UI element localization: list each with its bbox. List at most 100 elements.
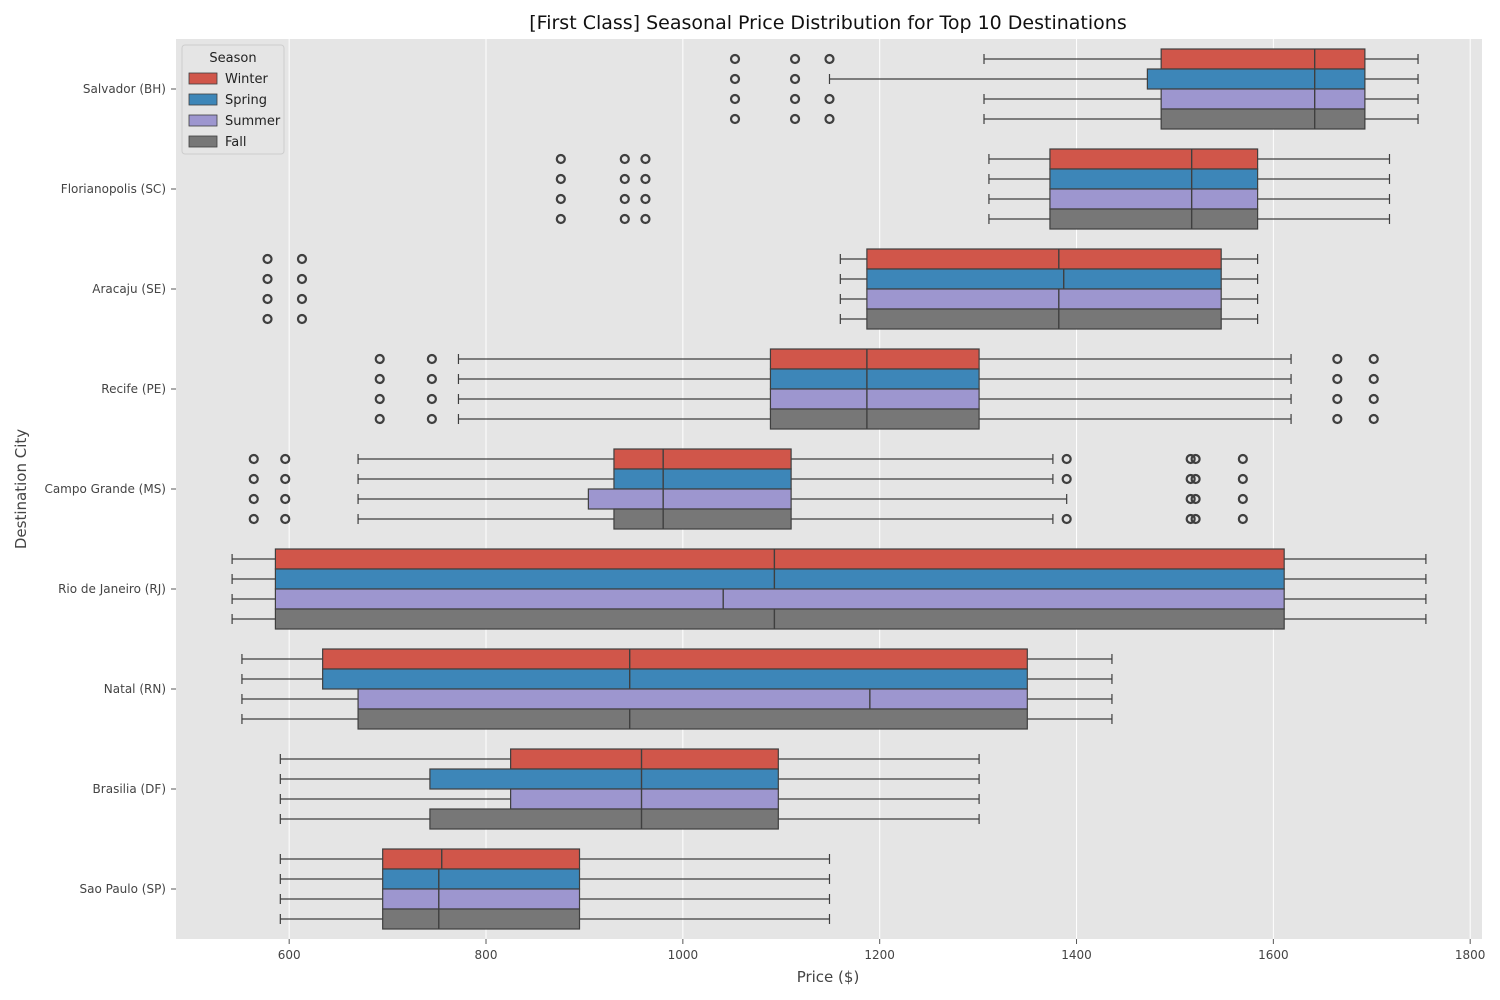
outlier-point [789,53,801,65]
box-iqr [1049,168,1259,190]
box-fall [231,608,1427,630]
outlier-point [824,93,835,105]
outlier-point [789,73,801,85]
outlier-point [824,53,835,65]
box-iqr [769,408,980,430]
outlier-point [1237,493,1248,505]
y-tick-label: Rio de Janeiro (RJ) [58,582,166,596]
legend-label-spring: Spring [225,93,267,108]
box-iqr [274,548,1285,570]
outlier-point [619,173,630,185]
outlier-point [426,353,437,365]
box-iqr [429,808,779,830]
box-fall [279,908,831,930]
outlier-point [280,453,291,465]
box-iqr [382,868,581,890]
outlier-point [296,293,308,305]
box-fall [279,808,980,830]
outlier-point [1237,473,1248,485]
x-tick-label: 800 [475,948,498,962]
box-summer [241,688,1113,710]
outlier-point [248,473,259,485]
box-iqr [1146,68,1366,90]
box-iqr [1160,88,1366,110]
outlier-point [262,293,273,305]
box-iqr [322,648,1028,670]
outlier-point [248,453,259,465]
box-iqr [274,588,1285,610]
outlier-point [1190,473,1201,485]
box-iqr [274,608,1285,630]
box-spring [279,768,980,790]
outlier-point [1185,493,1196,505]
outlier-point [1190,513,1201,525]
outlier-point [1190,453,1201,465]
box-iqr [613,468,792,490]
outlier-point [640,173,651,185]
outlier-point [426,393,437,405]
legend-swatch-winter [188,72,218,85]
outlier-point [1185,453,1196,465]
x-tick-label: 600 [278,948,301,962]
legend-title: Season [209,51,256,66]
outlier-point [640,193,651,205]
outlier-point [1332,393,1343,405]
box-winter [231,548,1427,570]
box-winter [241,648,1113,670]
box-iqr [322,668,1028,690]
box-fall [262,308,1259,330]
outlier-point [1332,353,1343,365]
outlier-point [280,493,291,505]
legend-box [181,44,285,155]
box-iqr [1049,188,1259,210]
x-tick-label: 1800 [1455,948,1486,962]
outlier-point [1237,453,1248,465]
y-axis-label: Destination City [12,429,30,549]
outlier-point [729,53,741,65]
outlier-point [374,353,385,365]
outlier-point [1332,373,1343,385]
outlier-point [296,253,308,265]
y-tick-label: Natal (RN) [104,682,166,696]
x-axis-ticks: 600 800 1000 1200 1400 1600 1800 [278,939,1486,962]
box-fall [248,508,1248,530]
box-iqr [1049,208,1259,230]
outlier-point [426,413,437,425]
box-iqr [382,848,581,870]
box-iqr [510,748,779,770]
outlier-point [729,113,741,125]
box-iqr [357,708,1028,730]
legend: Season Winter Spring Summer Fall [181,44,285,155]
outlier-point [426,373,437,385]
y-tick-label: Aracaju (SE) [92,282,166,296]
outlier-point [262,253,273,265]
box-iqr [613,508,792,530]
y-tick-label: Recife (PE) [101,382,166,396]
chart-title: [First Class] Seasonal Price Distributio… [529,12,1126,34]
box-spring [729,68,1419,90]
outlier-point [555,213,566,225]
legend-swatch-spring [188,93,218,106]
y-tick-label: Sao Paulo (SP) [80,882,167,896]
legend-swatch-summer [188,114,218,127]
y-tick-label: Brasilia (DF) [93,782,166,796]
outlier-point [1332,413,1343,425]
outlier-point [374,413,385,425]
outlier-point [1185,473,1196,485]
box-iqr [866,288,1222,310]
box-iqr [1049,148,1259,170]
box-iqr [866,268,1222,290]
outlier-point [1061,453,1072,465]
outlier-point [729,73,741,85]
y-tick-label: Florianopolis (SC) [61,182,166,196]
y-tick-label: Salvador (BH) [83,82,166,96]
outlier-point [1185,513,1196,525]
box-iqr [587,488,792,510]
outlier-point [729,93,741,105]
box-iqr [382,888,581,910]
y-axis-ticks: Salvador (BH) Florianopolis (SC) Aracaju (… [44,82,176,896]
outlier-point [1368,373,1379,385]
outlier-point [619,153,630,165]
x-tick-label: 1000 [668,948,699,962]
outlier-point [374,373,385,385]
